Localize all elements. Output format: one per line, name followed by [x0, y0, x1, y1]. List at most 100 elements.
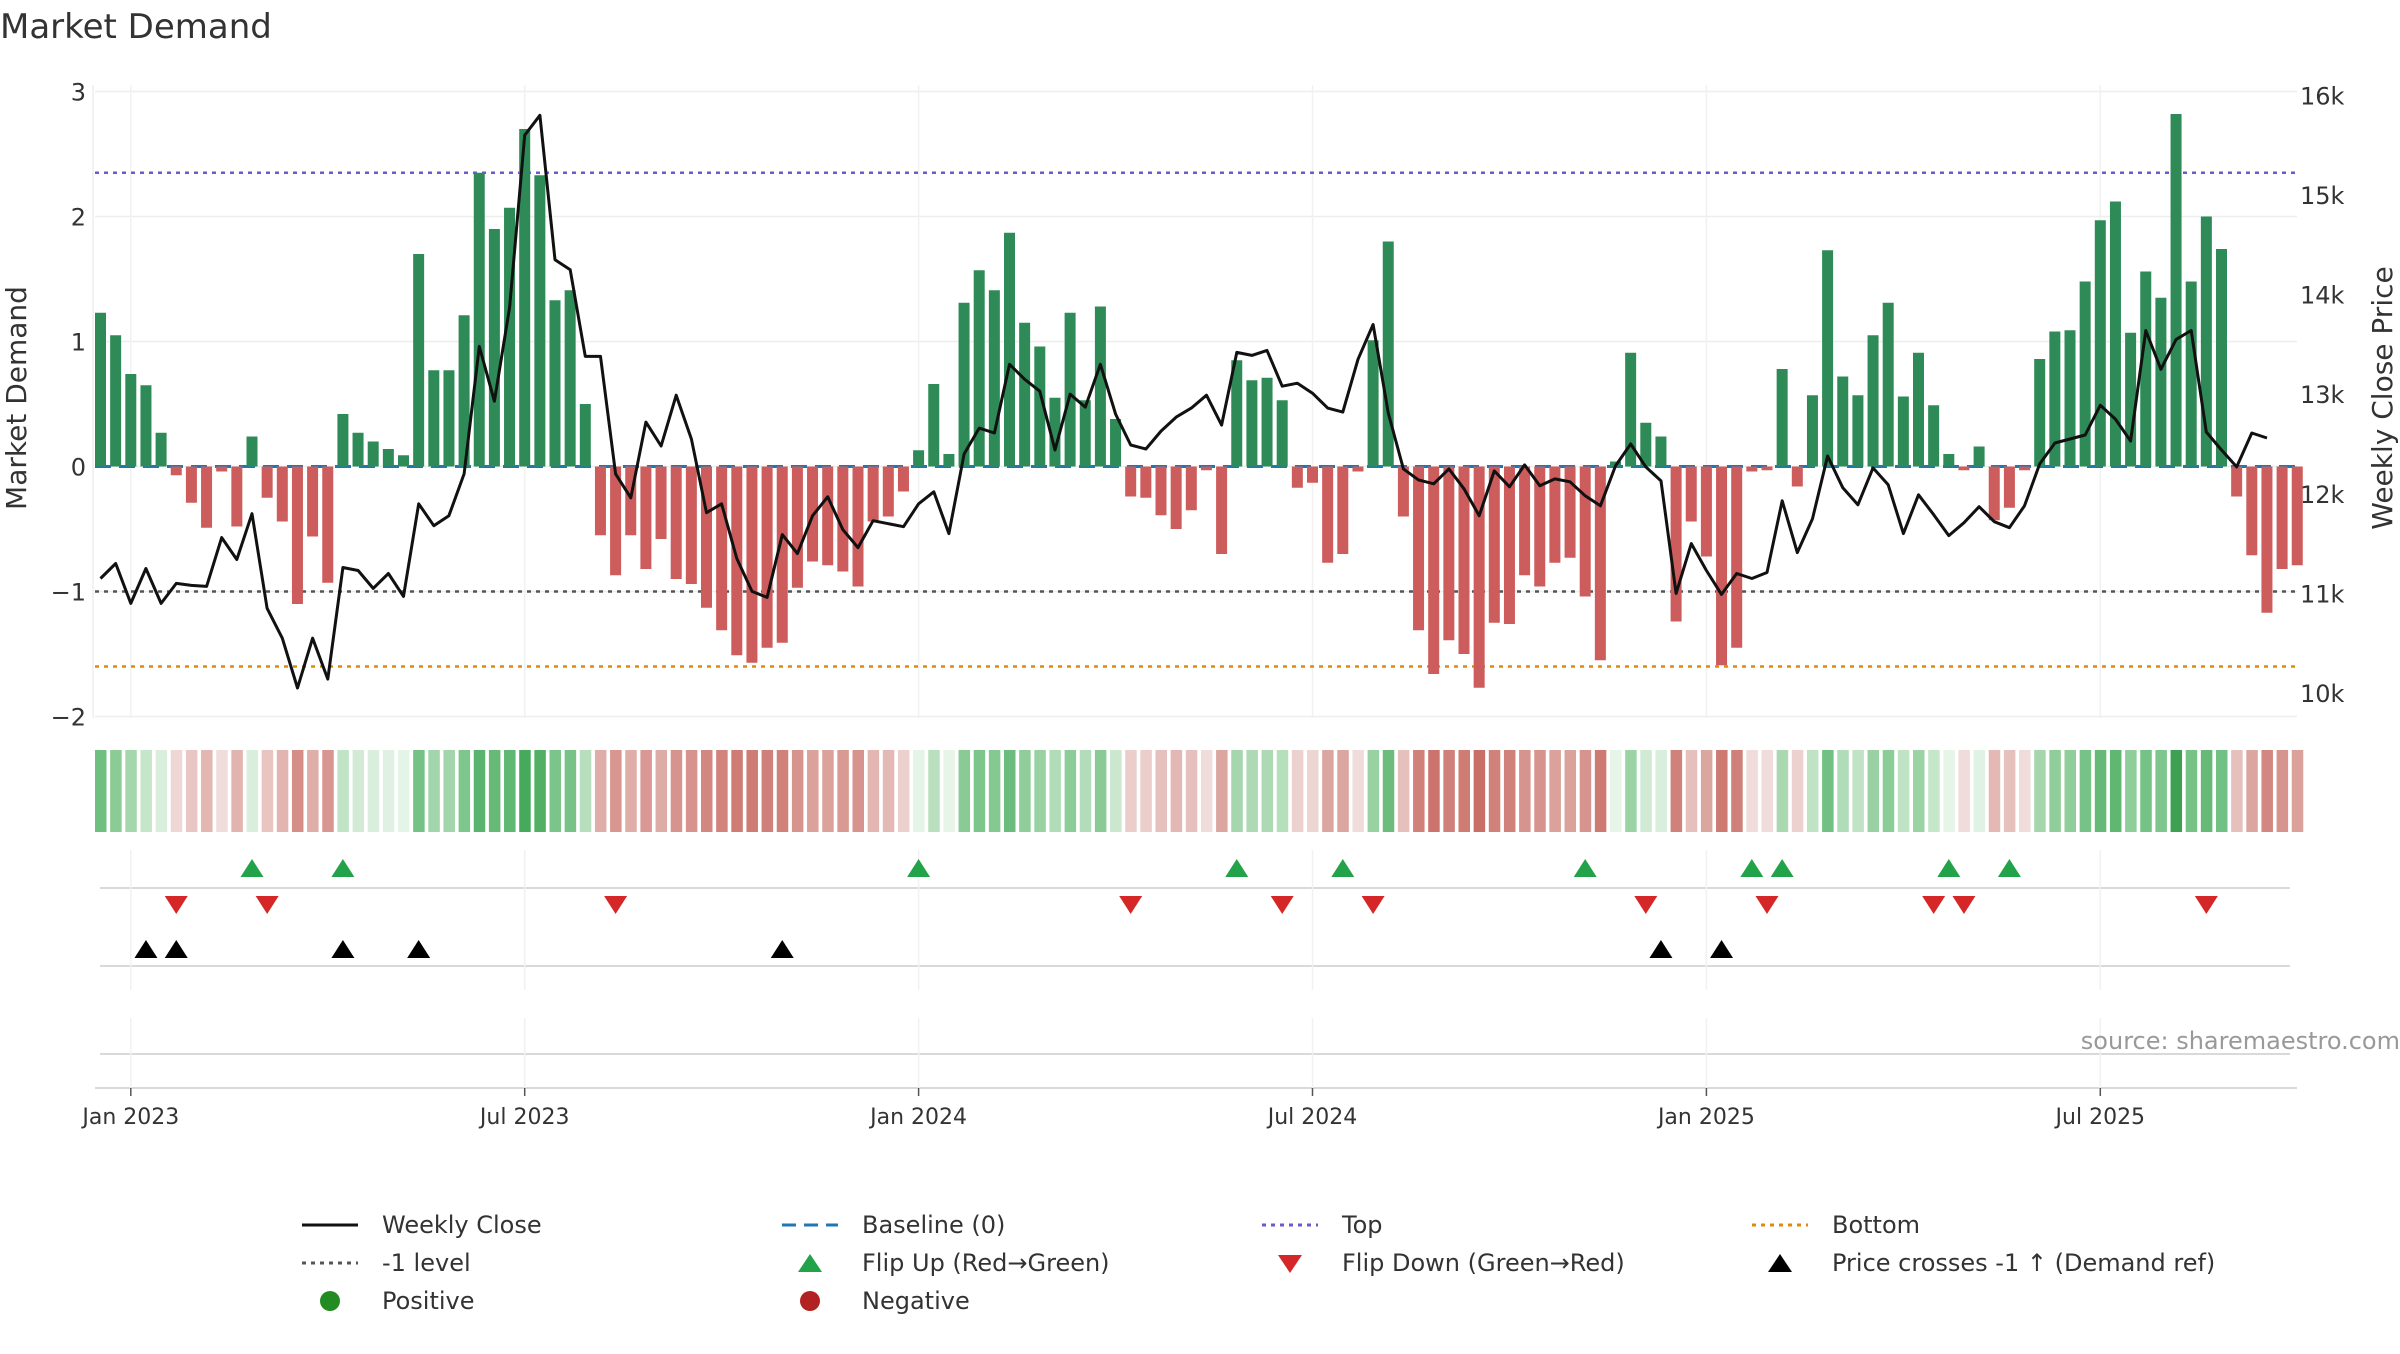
strip-cell [791, 750, 804, 832]
strip-cell [534, 750, 546, 832]
strip-cell [1943, 750, 1955, 832]
strip-cell [1700, 750, 1713, 832]
strip-cell [2034, 750, 2046, 832]
demand-bar [1837, 376, 1849, 467]
demand-bar [625, 466, 637, 536]
demand-bar [1443, 466, 1455, 641]
strip-cell [1458, 750, 1470, 832]
price-cross-marker [770, 940, 794, 958]
strip-cell [1761, 750, 1773, 832]
strip-cell [685, 750, 698, 832]
demand-bar [1367, 340, 1379, 467]
demand-bar [1988, 466, 2000, 521]
demand-bar [1291, 466, 1303, 488]
strip-cell [1685, 750, 1698, 832]
strip-cell [716, 750, 728, 832]
strip-cell [1640, 750, 1652, 832]
legend-swatch-triangle [1768, 1254, 1792, 1272]
demand-bar [140, 385, 152, 467]
strip-cell [1246, 750, 1258, 832]
strip-cell [640, 750, 652, 832]
strip-cell [95, 750, 107, 832]
demand-bar [488, 229, 500, 467]
demand-bar [564, 290, 576, 467]
demand-bar [1337, 466, 1349, 554]
strip-cell [2019, 750, 2031, 832]
strip-cell [2200, 750, 2213, 832]
legend-label: Positive [382, 1287, 475, 1315]
flip-up-marker [1225, 859, 1249, 877]
demand-bar [1488, 466, 1500, 623]
demand-bar [2276, 466, 2288, 569]
demand-bar [776, 466, 788, 643]
y-tick-label: 2 [71, 204, 86, 232]
demand-bar [1579, 466, 1591, 597]
strip-cell [776, 750, 789, 832]
strip-cell [1019, 750, 1031, 832]
strip-cell [261, 750, 274, 832]
event-markers [95, 850, 2297, 1089]
strip-cell [882, 750, 895, 832]
strip-cell [943, 750, 955, 832]
legend-item: Flip Down (Green→Red) [1260, 1246, 1625, 1280]
strip-cell [1367, 750, 1380, 832]
legend-swatch [798, 1254, 822, 1272]
legend-item: Bottom [1750, 1208, 1920, 1242]
legend-item: Negative [780, 1284, 970, 1318]
demand-bar [1549, 466, 1561, 563]
demand-bar [413, 254, 425, 467]
strip-cell [958, 750, 971, 832]
flip-up-marker [1770, 859, 1794, 877]
strip-cell [1307, 750, 1319, 832]
strip-cell [625, 750, 637, 832]
demand-bar [1519, 466, 1531, 576]
strip-cell [1094, 750, 1107, 832]
chart-title: Market Demand [0, 7, 272, 47]
strip-cell [1337, 750, 1349, 832]
demand-bar [2170, 114, 2182, 467]
flip-up-marker [1997, 859, 2021, 877]
demand-bar [746, 466, 758, 663]
demand-bar [1170, 466, 1182, 529]
strip-cell [1806, 750, 1819, 832]
demand-bar [943, 454, 955, 467]
demand-bar [1867, 335, 1879, 467]
demand-bar [958, 302, 970, 467]
demand-bar [1307, 466, 1318, 483]
strip-cell [1928, 750, 1940, 832]
legend-swatch [1262, 1223, 1318, 1227]
strip-cell [1443, 750, 1455, 832]
demand-bar [1428, 466, 1440, 674]
strip-cell [564, 750, 577, 832]
demand-bar [670, 466, 682, 579]
strip-cell [337, 750, 349, 832]
demand-bar [579, 404, 591, 467]
demand-bar [2261, 466, 2273, 613]
strip-cell [1261, 750, 1274, 832]
strip-cell [2276, 750, 2289, 832]
strip-cell [2049, 750, 2061, 832]
y-axis-label: Market Demand [0, 286, 33, 510]
demand-bar [1913, 352, 1924, 467]
strip-cell [155, 750, 168, 832]
flip-down-marker [1361, 896, 1385, 914]
demand-bar [1928, 405, 1940, 467]
demand-bar [1822, 250, 1834, 467]
strip-cell [1670, 750, 1683, 832]
strip-cell [398, 750, 410, 832]
y-tick-label: 1 [71, 329, 86, 357]
legend-swatch [782, 1223, 838, 1227]
demand-bar [2185, 281, 2197, 467]
demand-bar [2291, 466, 2303, 566]
demand-bar [1049, 397, 1061, 467]
demand-bar [1958, 466, 1970, 471]
x-tick-label: Jul 2024 [1266, 1105, 1358, 1130]
demand-bar [1397, 466, 1409, 517]
legend-label: Weekly Close [382, 1211, 542, 1239]
demand-bar [2109, 201, 2121, 467]
flip-down-marker [1270, 896, 1294, 914]
legend-item: Price crosses -1 ↑ (Demand ref) [1750, 1246, 2215, 1280]
strip-cell [1200, 750, 1213, 832]
flip-up-marker [1573, 859, 1597, 877]
